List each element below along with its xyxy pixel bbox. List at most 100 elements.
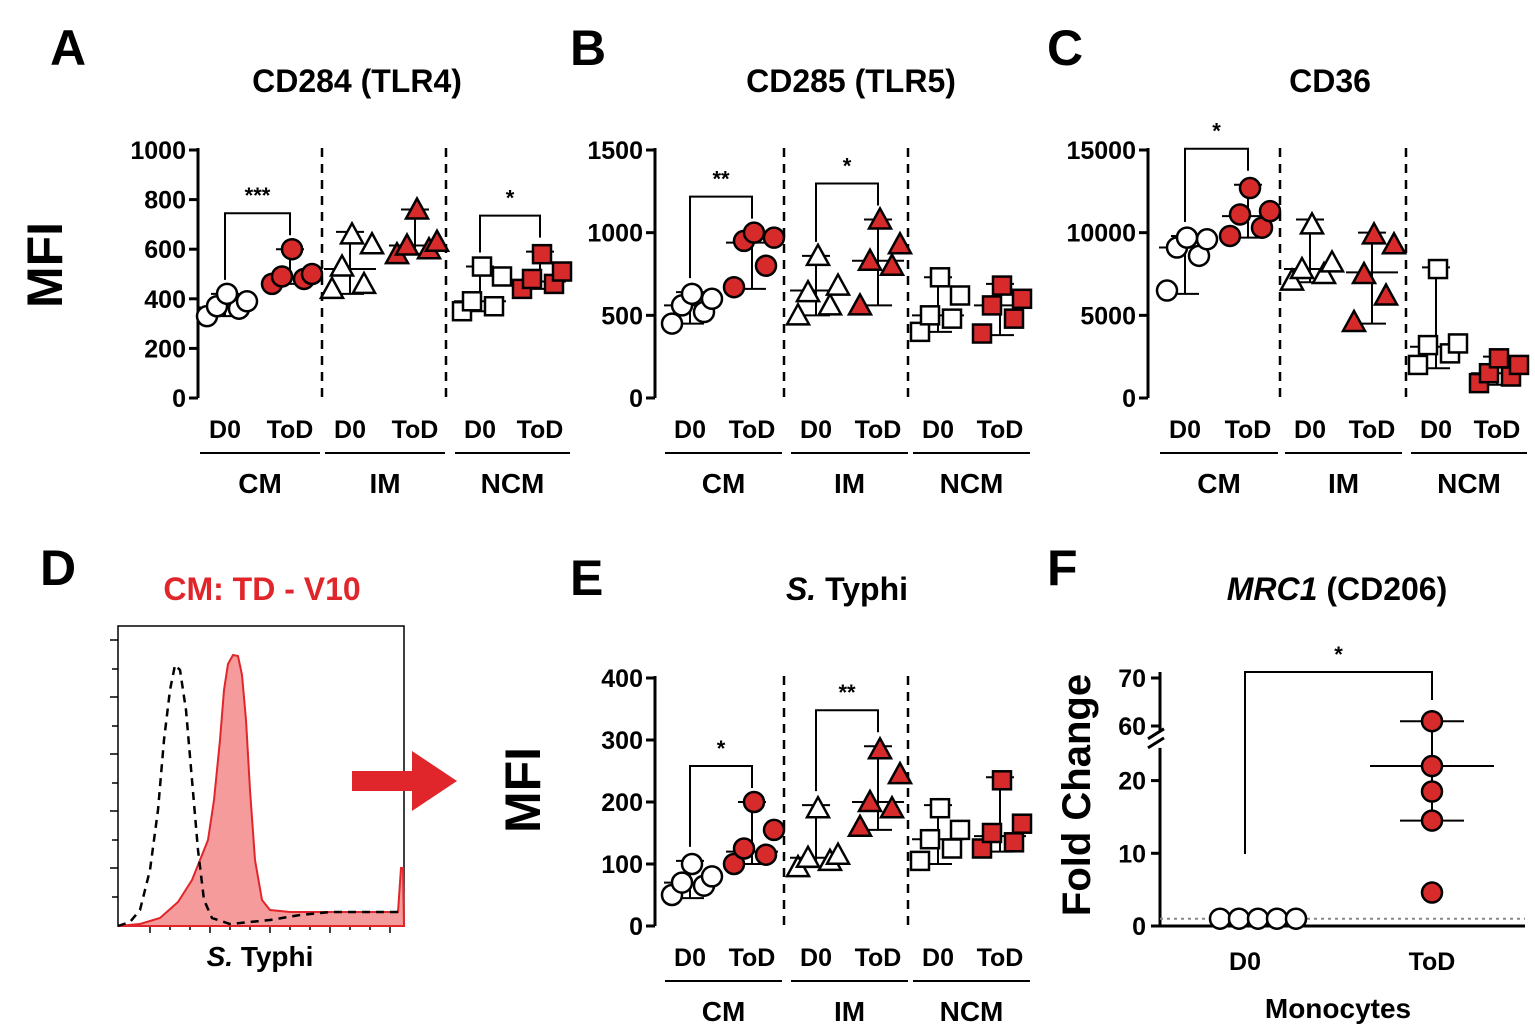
data-point (235, 290, 259, 313)
series-cm-d0 (1155, 226, 1219, 302)
arrow-icon (352, 751, 457, 811)
data-point (816, 291, 844, 316)
data-point (804, 794, 832, 819)
data-point (941, 308, 963, 329)
y-tick-label: 800 (144, 187, 186, 215)
y-tick-label: 10000 (1066, 220, 1136, 248)
panel-label: A (50, 20, 86, 76)
data-point (1298, 210, 1326, 235)
group-label: NCM (940, 996, 1004, 1027)
data-point (856, 788, 884, 813)
data-point (1011, 288, 1033, 310)
data-point (784, 301, 812, 326)
data-point (338, 220, 366, 245)
panel-label: F (1047, 540, 1078, 596)
data-point (742, 221, 766, 244)
significance-label: *** (245, 183, 271, 208)
data-point (1218, 224, 1242, 248)
data-point (722, 275, 746, 299)
data-point (1427, 258, 1449, 280)
data-point (878, 252, 906, 276)
y-tick-label: 20 (1118, 768, 1146, 796)
y-tick-label: 1000 (130, 137, 186, 165)
data-point (1318, 248, 1346, 273)
data-point (929, 797, 951, 819)
data-point (762, 226, 786, 249)
significance-bracket: * (815, 153, 879, 242)
series-ncm-tod (971, 770, 1033, 859)
data-point (1258, 199, 1282, 223)
condition-label: ToD (1474, 416, 1521, 444)
data-point (1340, 308, 1368, 333)
data-point (680, 282, 704, 306)
data-point (1508, 354, 1530, 376)
panel-title: CD284 (TLR4) (252, 63, 462, 99)
significance-bracket: ** (689, 167, 753, 279)
condition-label: D0 (334, 416, 366, 444)
condition-label: D0 (800, 944, 832, 972)
y-tick-label: 200 (144, 335, 186, 363)
condition-label: D0 (800, 416, 832, 444)
series-cm-d0 (660, 282, 724, 335)
panel-title: CD285 (TLR5) (746, 63, 956, 99)
data-point (754, 843, 778, 866)
data-point (981, 822, 1003, 844)
panel-label: C (1047, 20, 1083, 76)
bracket-line (1244, 671, 1433, 854)
data-point (846, 813, 874, 838)
y-tick-label: 10 (1118, 840, 1146, 868)
data-point (280, 237, 304, 261)
data-point (328, 252, 356, 277)
group-label: NCM (481, 468, 545, 499)
series-cm-d0 (195, 282, 259, 328)
condition-label: ToD (855, 944, 902, 972)
data-point (700, 287, 724, 311)
condition-label: D0 (922, 416, 954, 444)
data-point (1195, 228, 1219, 251)
condition-label: ToD (729, 944, 776, 972)
group-label: IM (834, 468, 865, 499)
series-im-d0 (784, 242, 852, 326)
condition-label: ToD (729, 416, 776, 444)
data-point (742, 790, 766, 814)
data-point (471, 256, 493, 277)
bracket-line (689, 195, 753, 279)
y-tick-label: 15000 (1066, 137, 1136, 165)
data-point (1488, 348, 1510, 369)
group-label: NCM (940, 468, 1004, 499)
data-point (1011, 813, 1033, 834)
condition-label: D0 (922, 944, 954, 972)
data-point (300, 262, 324, 286)
y-tick-label: 0 (172, 385, 186, 413)
condition-label: D0 (1420, 416, 1452, 444)
data-point (1417, 334, 1439, 356)
condition-label: ToD (1349, 416, 1396, 444)
y-tick-label: 100 (601, 851, 643, 879)
y-tick-label: 0 (1122, 385, 1136, 413)
title-italic: S. (786, 571, 816, 607)
data-point (929, 267, 951, 288)
bracket-line (479, 214, 541, 253)
data-point (949, 285, 971, 306)
category-label: D0 (1229, 948, 1261, 976)
title-rest: (CD206) (1317, 571, 1447, 607)
condition-label: ToD (392, 416, 439, 444)
panel-d-histogram: D CM: TD - V10 S. Typhi (40, 540, 457, 972)
condition-label: D0 (1169, 416, 1201, 444)
y-tick-label: 0 (629, 385, 643, 413)
data-point (866, 735, 894, 760)
data-point (1175, 226, 1199, 249)
panel-title: CD36 (1289, 63, 1371, 99)
significance-label: * (1334, 642, 1343, 667)
data-point (1284, 907, 1308, 930)
data-point (1420, 780, 1444, 803)
data-point (878, 794, 906, 819)
data-point (461, 291, 483, 312)
data-point (1407, 354, 1429, 376)
series-cm-tod (260, 237, 324, 296)
data-point (270, 265, 294, 288)
condition-label: ToD (977, 944, 1024, 972)
axis-break-mark (1147, 736, 1165, 750)
